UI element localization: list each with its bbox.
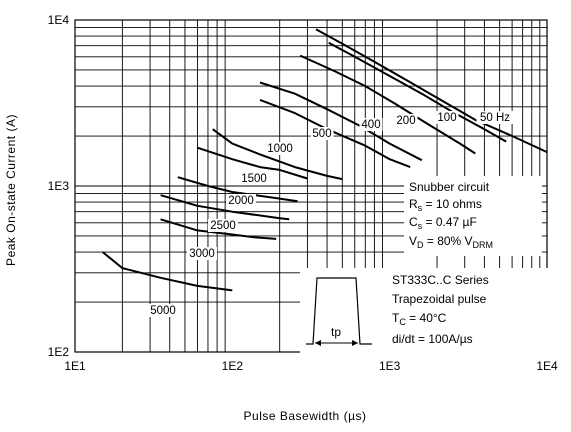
curve-2000 (177, 176, 298, 203)
curve-label: 1000 (267, 143, 293, 155)
trapezoidal-pulse-icon (306, 277, 372, 345)
snubber-annotation-bg (404, 176, 542, 256)
snubber-rs: Rs = 10 ohms (409, 197, 482, 213)
curve-label: 2000 (228, 195, 254, 207)
curve-400 (259, 81, 423, 162)
curve-100 (328, 41, 507, 143)
curve-label-bg (208, 219, 238, 232)
curve-label-bg (394, 114, 418, 127)
curve-label: 2500 (210, 220, 236, 232)
curve-50-hz (315, 28, 548, 154)
curve-label-bg (476, 111, 514, 124)
curve-labels: 50 Hz 100 200 400 500 1000 1500 2000 2500 3000 500… (148, 111, 514, 317)
snubber-vd: VD = 80% VDRM (409, 234, 493, 250)
snubber-annotation: Snubber circuit Rs = 10 ohms Cs = 0.47 µ… (404, 176, 542, 256)
curve-label-bg (187, 247, 217, 260)
curve-label: 3000 (189, 248, 215, 260)
series-curves (102, 28, 548, 292)
tp-arrow-head-left (315, 340, 321, 346)
snubber-cs: Cs = 0.47 µF (409, 215, 477, 231)
curve-label-bg (310, 127, 334, 140)
x-tick-label: 1E4 (536, 359, 558, 373)
curve-label-bg (148, 304, 178, 317)
curve-label: 100 (437, 112, 456, 124)
curve-label: 200 (396, 115, 415, 127)
curve-1000 (212, 128, 343, 181)
case-temperature: TC = 40°C (392, 311, 447, 327)
curve-1500 (197, 146, 308, 180)
curve-label: 400 (361, 119, 380, 131)
snubber-title: Snubber circuit (409, 180, 490, 194)
curve-label-bg (265, 142, 295, 155)
pulse-shape: Trapezoidal pulse (392, 292, 487, 306)
curve-200 (299, 54, 476, 155)
x-axis-title: Pulse Basewidth (µs) (244, 409, 367, 423)
x-tick-labels: 1E1 1E2 1E3 1E4 (64, 359, 558, 373)
y-axis-title: Peak On-state Current (A) (4, 114, 18, 266)
curve-label-bg (226, 194, 256, 207)
curve-5000 (102, 251, 233, 292)
y-tick-labels: 1E2 1E3 1E4 (48, 13, 70, 359)
di-dt-rate: di/dt = 100A/µs (392, 332, 473, 346)
curve-2500 (160, 194, 290, 221)
x-tick-label: 1E3 (379, 359, 401, 373)
curve-label: 50 Hz (480, 112, 510, 124)
curve-label: 500 (312, 128, 331, 140)
x-tick-label: 1E1 (64, 359, 86, 373)
y-tick-label: 1E2 (48, 345, 70, 359)
curve-label-bg (239, 172, 269, 185)
pulse-annotation: tp ST333C..C Series Trapezoidal pulse TC… (300, 268, 548, 358)
curve-label-bg (359, 118, 383, 131)
x-tick-label: 1E2 (222, 359, 244, 373)
y-tick-label: 1E3 (48, 179, 70, 193)
curve-3000 (160, 218, 277, 240)
series-name: ST333C..C Series (392, 273, 489, 287)
y-tick-label: 1E4 (48, 13, 70, 27)
curve-label: 5000 (150, 305, 176, 317)
curve-label: 1500 (241, 173, 267, 185)
curve-500 (259, 98, 411, 169)
tp-arrow-head-right (352, 340, 358, 346)
curve-label-bg (435, 111, 459, 124)
tp-label: tp (331, 325, 341, 339)
